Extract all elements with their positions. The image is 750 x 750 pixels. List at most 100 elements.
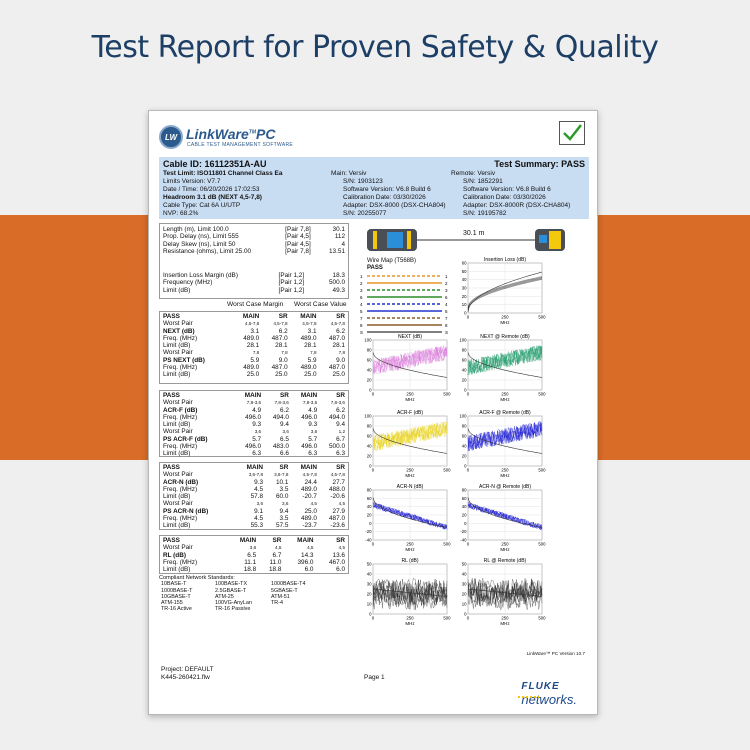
results-cell: -20.6 <box>330 493 345 501</box>
x-tick-label: 250 <box>501 315 509 320</box>
y-tick-label: 40 <box>367 572 372 577</box>
header-left-line: Date / Time: 06/20/2026 17:02:53 <box>163 185 260 193</box>
results-cell: 6.3 <box>252 450 262 458</box>
chart-title: Insertion Loss (dB) <box>484 257 526 263</box>
y-tick-label: 0 <box>369 388 372 393</box>
results-cell: 396.0 <box>297 558 314 566</box>
x-axis-label: MHz <box>500 473 510 478</box>
x-axis-label: MHz <box>405 473 415 478</box>
project-name: Project: DEFAULT <box>161 666 214 673</box>
results-header-cell: SR <box>336 313 345 320</box>
wire-map: Wire Map (T568B) PASS 1 1 2 2 3 3 6 6 4 4 5 5 7 7 8 8 S S <box>359 258 451 340</box>
x-tick-label: 0 <box>467 315 470 320</box>
wire-pin-left: 8 <box>360 323 363 328</box>
results-cell: 5.9 <box>307 356 317 364</box>
results-cell: 500.0 <box>329 443 345 451</box>
wire-pin-right: S <box>445 330 448 335</box>
x-tick-label: 0 <box>372 392 375 397</box>
limit-line <box>372 497 448 528</box>
worst-pair-value: 4,5 <box>307 545 314 551</box>
wire-pin-right: 5 <box>445 309 448 314</box>
results-cell: 6.5 <box>247 551 257 559</box>
results-cell: 9.0 <box>336 356 345 364</box>
result-cell: Limit (dB) <box>163 286 191 294</box>
header-right-line: Calibration Date: 03/30/2026 <box>463 193 546 201</box>
y-tick-label: 60 <box>462 261 467 266</box>
results-cell: 467.0 <box>329 558 345 566</box>
chart-panel: NEXT @ Remote (dB) 100 80 60 40 20 0 0 250 500 MHz <box>454 333 550 405</box>
x-axis-label: MHz <box>500 547 510 552</box>
x-axis-label: MHz <box>500 397 510 402</box>
standard-item: 10GBASE-T <box>161 593 191 600</box>
results-cell: 489.0 <box>243 364 260 372</box>
results-cell: Freq. (MHz) <box>163 443 198 451</box>
chart-svg: RL @ Remote (dB) 50 40 30 20 10 00 250 500 MHz <box>462 558 546 626</box>
worst-pair-value: 7,8 <box>252 350 260 356</box>
chart-trace <box>372 422 448 451</box>
x-tick-label: 500 <box>538 542 546 547</box>
wire-pin-right: 7 <box>445 316 448 321</box>
results-cell: 494.0 <box>272 413 289 421</box>
worst-pair-label: Worst Pair <box>163 349 193 357</box>
x-axis-label: MHz <box>405 397 415 402</box>
results-cell: 489.0 <box>243 334 260 342</box>
link-length: 30.1 m <box>463 230 485 237</box>
y-tick-label: 60 <box>367 496 372 501</box>
worst-pair-value: 7,8-3,6 <box>302 400 318 406</box>
y-tick-label: 0 <box>464 521 467 526</box>
standard-item: TR-4 <box>271 600 283 607</box>
insertion-loss-table: Insertion Loss Margin (dB) [Pair 1,2] 18.3… <box>162 272 346 294</box>
results-header-cell: MAIN <box>246 464 264 471</box>
results-cell: 6.2 <box>279 406 289 414</box>
test-report-page: LW LinkWareTMPC CABLE TEST MANAGEMENT SO… <box>148 110 598 715</box>
wire-pin-left: S <box>360 330 363 335</box>
y-tick-label: 40 <box>367 368 372 373</box>
page-headline: Test Report for Proven Safety & Quality <box>91 30 659 65</box>
chart-title: ACR-F @ Remote (dB) <box>479 410 531 416</box>
chart-trace <box>467 503 543 530</box>
result-row: Delay Skew (ns), Limit 50 [Pair 4,5] 4 <box>162 241 346 248</box>
results-cell: Freq. (MHz) <box>163 413 198 421</box>
chart-trace <box>467 580 543 609</box>
y-tick-label: 80 <box>367 488 372 493</box>
results-cell: Freq. (MHz) <box>163 334 198 342</box>
results-cell: 6.3 <box>336 450 345 458</box>
page-number: Page 1 <box>364 674 385 681</box>
results-header-cell: PASS <box>163 464 180 471</box>
results-header-row: PASS MAIN SR MAIN SR <box>162 392 346 399</box>
results-cell: 4.5 <box>254 485 264 493</box>
y-tick-label: 50 <box>462 562 467 567</box>
file-name: K445-260421.flw <box>161 674 210 681</box>
results-row: NEXT (dB) 3.1 6.2 3.1 6.2 <box>162 328 346 335</box>
test-summary: Test Summary: PASS <box>494 159 585 169</box>
worst-pair-value: 4,5 <box>338 501 345 507</box>
chart-trace <box>467 345 543 376</box>
results-table: PASS MAIN SR MAIN SR Worst Pair 7,8-3,6 7,8-3,6… <box>162 392 346 458</box>
results-cell: 3.5 <box>279 485 289 493</box>
y-tick-label: 100 <box>459 338 467 343</box>
worst-pair-value: 3,6 <box>282 501 289 507</box>
results-row: Limit (dB) 55.3 57.5 -23.7 -23.6 <box>162 522 346 529</box>
results-row: ACR-N (dB) 9.3 10.1 24.4 27.7 <box>162 479 346 486</box>
header-right-line: Software Version: V6.8 Build 6 <box>463 185 551 193</box>
results-cell: 488.0 <box>329 485 345 493</box>
chart-svg: ACR-F (dB) 100 80 60 40 20 00 250 500 MHz <box>364 410 451 478</box>
chart-trace <box>467 278 543 310</box>
linkware-logo: LW LinkWareTMPC CABLE TEST MANAGEMENT SO… <box>159 125 299 155</box>
worst-pair-label: Worst Pair <box>163 500 193 508</box>
results-cell: Limit (dB) <box>163 421 191 429</box>
header-mid-line: Software Version: V6.8 Build 6 <box>343 185 431 193</box>
results-cell: Limit (dB) <box>163 342 191 350</box>
results-row: Limit (dB) 57.8 60.0 -20.7 -20.6 <box>162 493 346 500</box>
results-cell: 28.1 <box>246 342 260 350</box>
results-header-cell: PASS <box>163 537 180 544</box>
y-tick-label: 40 <box>462 368 467 373</box>
chart-trace <box>372 421 448 449</box>
results-cell: 496.0 <box>301 443 318 451</box>
results-cell: 4.9 <box>252 406 262 414</box>
wire-pin-left: 3 <box>360 288 363 293</box>
wire-pin-left: 5 <box>360 309 363 314</box>
results-cell: 489.0 <box>300 485 317 493</box>
results-table: PASS MAIN SR MAIN SR Worst Pair 4,5-7,8 4,5-7,8… <box>162 313 346 379</box>
header-mid-line: Calibration Date: 03/30/2026 <box>343 193 426 201</box>
